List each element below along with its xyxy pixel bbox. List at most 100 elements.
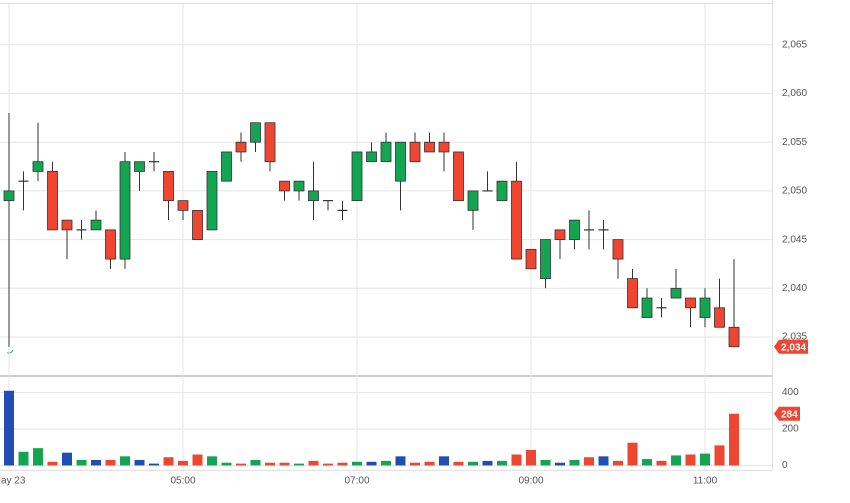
candle-body bbox=[119, 161, 131, 260]
candle-body bbox=[3, 190, 15, 202]
candle-body bbox=[627, 278, 638, 309]
candle-body bbox=[90, 219, 102, 231]
volume-bar bbox=[453, 461, 464, 466]
candle-body bbox=[105, 229, 116, 260]
volume-bar bbox=[381, 460, 391, 466]
x-tick-label: May 23 bbox=[0, 476, 26, 487]
volume-bar bbox=[729, 413, 739, 466]
y-tick-label: 0 bbox=[782, 460, 788, 471]
candle-body bbox=[670, 287, 682, 299]
volume-bar bbox=[511, 454, 522, 466]
volume-bar bbox=[76, 459, 87, 466]
volume-bar bbox=[323, 463, 333, 466]
volume-bar bbox=[279, 462, 290, 466]
candle-body bbox=[47, 171, 58, 231]
volume-bar bbox=[439, 456, 449, 466]
candle-body bbox=[424, 141, 435, 153]
candle-body bbox=[714, 307, 725, 328]
volume-bar bbox=[671, 455, 681, 466]
volume-bar bbox=[526, 449, 536, 466]
volume-bar bbox=[656, 460, 667, 466]
volume-bar bbox=[395, 456, 406, 466]
x-tick-label: 05:00 bbox=[170, 476, 195, 487]
volume-bar bbox=[134, 459, 145, 466]
candle-body bbox=[453, 151, 464, 202]
volume-bar bbox=[540, 459, 551, 466]
y-tick-label: 2,040 bbox=[782, 283, 807, 294]
volume-bar bbox=[4, 390, 14, 466]
y-tick-label: 2,055 bbox=[782, 137, 807, 148]
candle-body bbox=[134, 161, 145, 172]
volume-bar bbox=[105, 459, 116, 466]
volume-bar bbox=[236, 463, 246, 466]
candle-body bbox=[496, 180, 508, 202]
candle-body bbox=[525, 248, 537, 270]
volume-bar bbox=[424, 461, 435, 466]
volume-bar bbox=[308, 460, 319, 466]
candle-body bbox=[438, 141, 450, 153]
volume-bar bbox=[47, 461, 58, 466]
candle-body bbox=[177, 200, 189, 211]
candle-body bbox=[467, 190, 479, 211]
candle-body bbox=[206, 171, 218, 231]
candle-body bbox=[192, 209, 203, 241]
volume-bar bbox=[178, 460, 188, 466]
volume-bar bbox=[714, 445, 725, 466]
volume-bar bbox=[33, 448, 43, 466]
y-tick-label: 200 bbox=[782, 424, 799, 435]
candle-body bbox=[61, 219, 73, 231]
candle-body bbox=[279, 180, 290, 192]
candle-body bbox=[511, 180, 522, 260]
price-badge bbox=[774, 339, 808, 354]
candle-body bbox=[699, 297, 711, 318]
candle-body bbox=[293, 180, 305, 192]
volume-bar bbox=[642, 459, 652, 466]
y-tick-label: 2,050 bbox=[782, 186, 807, 197]
candle-body bbox=[641, 297, 653, 318]
y-tick-label: 2,045 bbox=[782, 234, 807, 245]
candle-body bbox=[163, 171, 174, 202]
volume-bar bbox=[62, 452, 72, 466]
candle-body bbox=[554, 229, 566, 241]
volume-bar bbox=[497, 460, 507, 466]
candle-body bbox=[380, 141, 392, 163]
volume-bar bbox=[584, 457, 594, 466]
volume-bar bbox=[410, 462, 420, 466]
y-tick-label: 2,060 bbox=[782, 88, 807, 99]
volume-bar bbox=[120, 456, 130, 466]
volume-bar bbox=[294, 463, 304, 466]
volume-bar bbox=[149, 463, 159, 466]
volume-bar bbox=[482, 460, 493, 466]
x-tick-label: 09:00 bbox=[518, 476, 543, 487]
volume-bar bbox=[221, 462, 232, 466]
volume-bar bbox=[468, 461, 478, 466]
volume-bar bbox=[352, 461, 362, 466]
volume-bar bbox=[685, 454, 696, 466]
volume-bar bbox=[613, 460, 623, 466]
x-tick-label: 11:00 bbox=[693, 476, 718, 487]
candle-body bbox=[264, 122, 276, 163]
volume-bar bbox=[250, 459, 261, 466]
price-badge-label: 2,034 bbox=[781, 342, 806, 353]
volume-bar bbox=[91, 459, 101, 466]
volume-bar bbox=[555, 462, 565, 466]
volume-bar bbox=[627, 442, 638, 466]
volume-bar bbox=[265, 462, 275, 466]
candle-body bbox=[32, 161, 44, 172]
volume-bar bbox=[700, 453, 710, 466]
candle-body bbox=[409, 141, 421, 163]
volume-bar bbox=[18, 451, 29, 466]
volume-bar bbox=[569, 459, 580, 466]
volume-bar bbox=[192, 454, 203, 466]
candle-body bbox=[308, 190, 319, 202]
candle-body bbox=[250, 122, 261, 143]
candle-body bbox=[366, 151, 377, 163]
candle-body bbox=[351, 151, 363, 202]
volume-bar bbox=[598, 456, 609, 466]
volume-bar bbox=[163, 457, 174, 466]
y-tick-label: 400 bbox=[782, 387, 799, 398]
candle-body bbox=[685, 297, 696, 309]
volume-badge-label: 284 bbox=[781, 409, 798, 420]
